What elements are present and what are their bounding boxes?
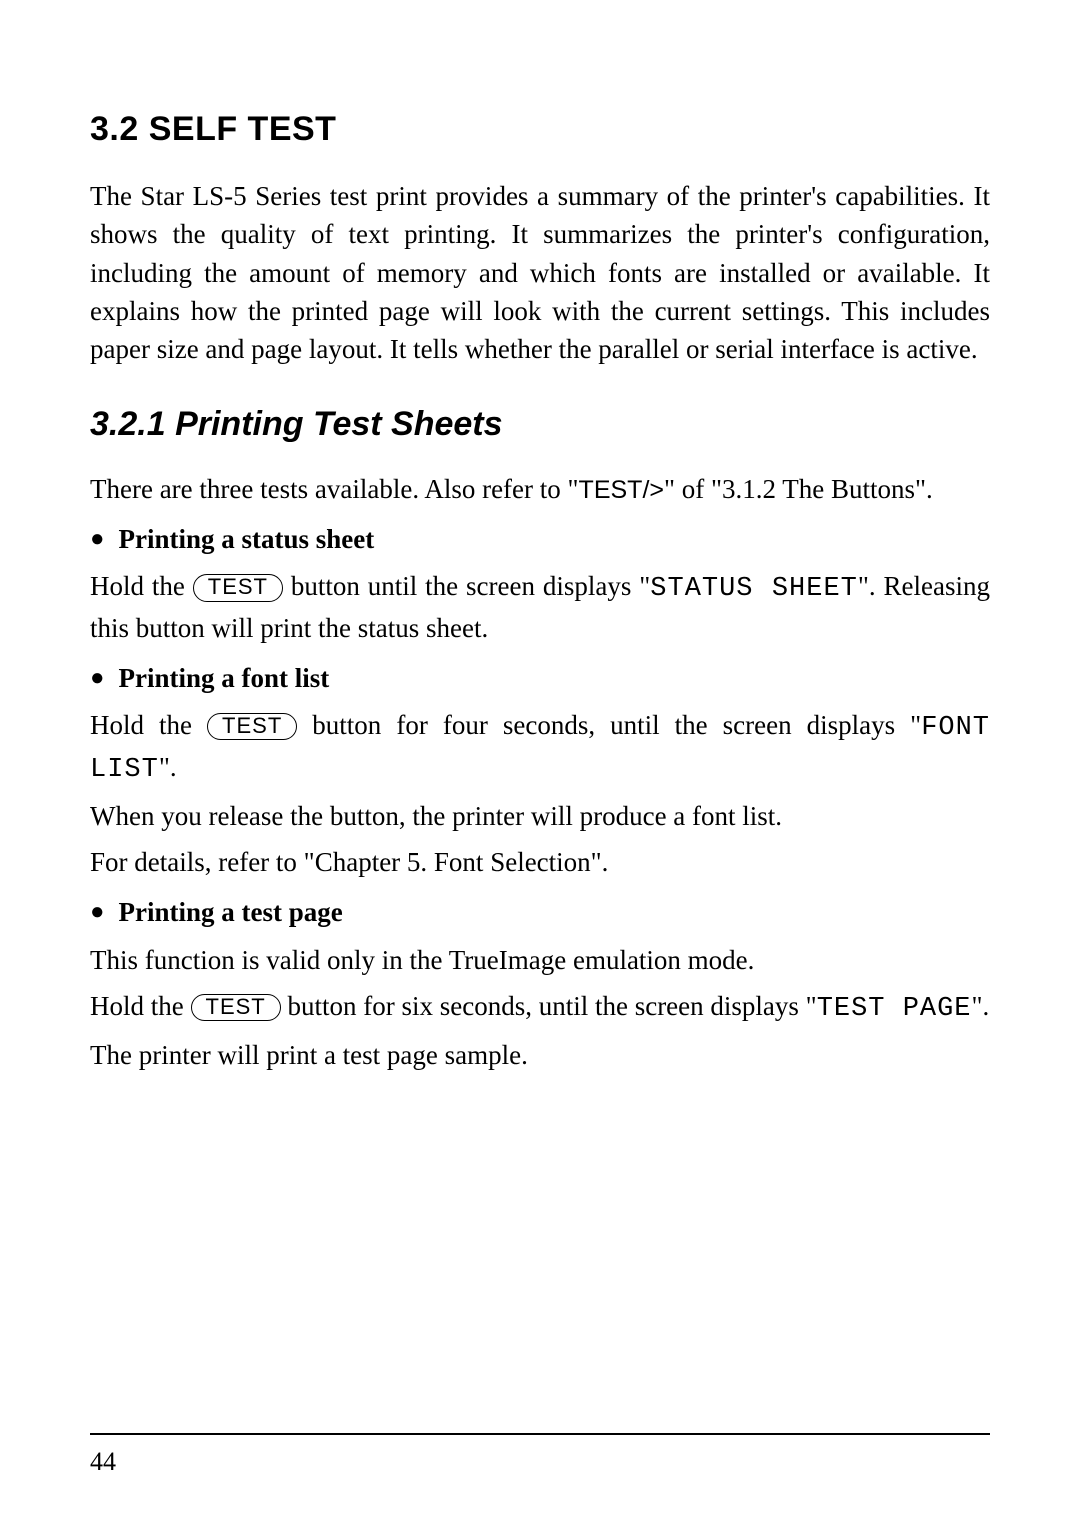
testpage-body-1: This function is valid only in the TrueI… <box>90 941 990 979</box>
test-button-graphic: TEST <box>191 994 281 1021</box>
page-number: 44 <box>90 1447 990 1477</box>
font-body-2: When you release the button, the printer… <box>90 797 990 835</box>
font-body-3: For details, refer to "Chapter 5. Font S… <box>90 843 990 881</box>
bullet-icon: ● <box>90 663 105 694</box>
bullet-icon: ● <box>90 524 105 555</box>
testpage-body-3: The printer will print a test page sampl… <box>90 1036 990 1074</box>
text-fragment: " of "3.1.2 The Buttons". <box>664 474 933 504</box>
text-fragment: Hold the <box>90 991 191 1021</box>
test-ref-label: TEST/> <box>579 476 664 504</box>
text-fragment: button until the screen displays " <box>283 571 650 601</box>
bullet-title: Printing a font list <box>119 663 330 694</box>
screen-text: TEST PAGE <box>817 994 972 1024</box>
subsection-heading: 3.2.1 Printing Test Sheets <box>90 405 990 444</box>
test-button-graphic: TEST <box>193 574 283 601</box>
footer-rule <box>90 1433 990 1435</box>
text-fragment: There are three tests available. Also re… <box>90 474 579 504</box>
bullet-icon: ● <box>90 897 105 928</box>
test-button-graphic: TEST <box>207 713 297 740</box>
text-fragment: button for four seconds, until the scree… <box>297 710 921 740</box>
text-fragment: Hold the <box>90 710 207 740</box>
text-fragment: button for six seconds, until the screen… <box>281 991 817 1021</box>
bullet-item-testpage: ● Printing a test page <box>90 897 990 928</box>
status-body: Hold the TEST button until the screen di… <box>90 567 990 647</box>
page-footer: 44 <box>90 1433 990 1477</box>
text-fragment: ". <box>159 752 177 782</box>
page-body: 3.2 SELF TEST The Star LS-5 Series test … <box>90 110 990 1075</box>
font-body-1: Hold the TEST button for four seconds, u… <box>90 706 990 789</box>
bullet-title: Printing a status sheet <box>119 524 375 555</box>
testpage-body-2: Hold the TEST button for six seconds, un… <box>90 987 990 1028</box>
bullet-item-font: ● Printing a font list <box>90 663 990 694</box>
bullet-item-status: ● Printing a status sheet <box>90 524 990 555</box>
screen-text: STATUS SHEET <box>650 574 858 604</box>
text-fragment: Hold the <box>90 571 193 601</box>
text-fragment: ". <box>972 991 990 1021</box>
bullet-title: Printing a test page <box>119 897 343 928</box>
section-heading: 3.2 SELF TEST <box>90 110 990 149</box>
subsection-intro: There are three tests available. Also re… <box>90 470 990 509</box>
intro-paragraph: The Star LS-5 Series test print provides… <box>90 177 990 369</box>
